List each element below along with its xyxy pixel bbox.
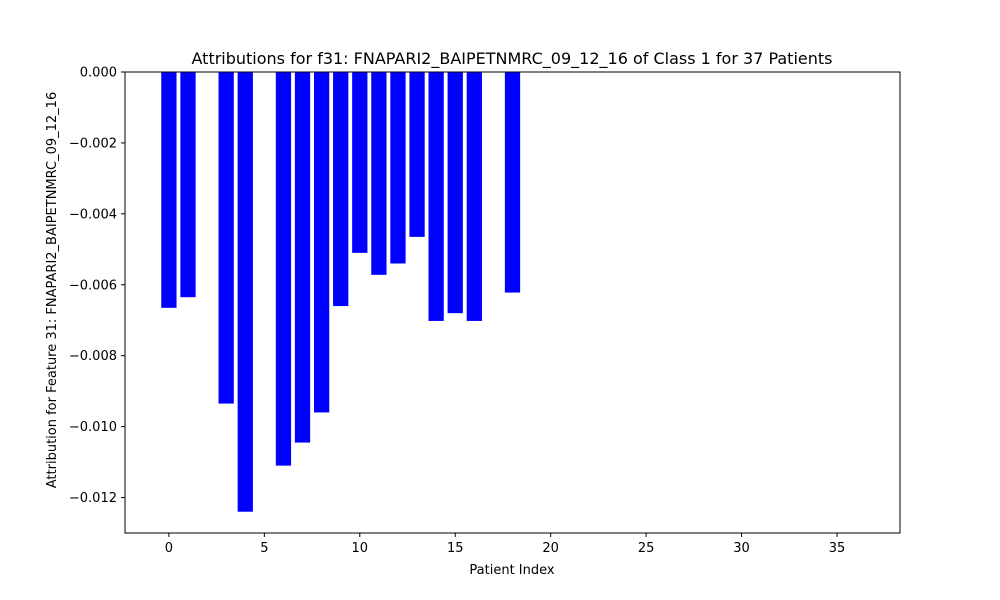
bar-patient-14 (428, 72, 444, 321)
bar-patient-11 (371, 72, 387, 275)
x-tick-label: 35 (829, 541, 846, 556)
x-tick-label: 0 (165, 541, 173, 556)
x-tick-label: 15 (447, 541, 464, 556)
y-axis-ticks: 0.000 −0.002 −0.004 −0.006 −0.008 −0.010 −0.01… (69, 66, 125, 506)
bar-patient-1 (180, 72, 196, 298)
x-axis-label: Patient Index (469, 563, 554, 578)
bar-patient-12 (390, 72, 406, 264)
bar-patient-16 (466, 72, 482, 321)
x-axis-ticks: 0 5 10 15 20 25 30 35 (165, 533, 846, 556)
x-tick-label: 5 (260, 541, 268, 556)
bar-patient-4 (237, 72, 253, 512)
x-tick-label: 10 (352, 541, 369, 556)
bars-group (161, 72, 521, 512)
x-tick-label: 20 (542, 541, 559, 556)
y-tick-label: 0.000 (80, 66, 117, 81)
bar-patient-6 (275, 72, 292, 466)
plot-area-frame (124, 71, 901, 534)
bar-patient-13 (409, 72, 425, 237)
bar-patient-0 (161, 72, 177, 308)
bar-patient-8 (313, 72, 330, 413)
chart-title: Attributions for f31: FNAPARI2_BAIPETNMR… (192, 49, 833, 69)
y-tick-label: −0.002 (69, 136, 117, 151)
y-tick-label: −0.008 (69, 349, 117, 364)
y-tick-label: −0.012 (69, 491, 117, 506)
bar-patient-18 (504, 72, 521, 293)
bar-patient-7 (294, 72, 311, 443)
bar-patient-10 (352, 72, 368, 253)
bar-patient-3 (218, 72, 234, 404)
y-tick-label: −0.004 (69, 207, 117, 222)
x-tick-label: 30 (733, 541, 750, 556)
y-tick-label: −0.006 (69, 278, 117, 293)
bar-patient-15 (447, 72, 463, 314)
y-tick-label: −0.010 (69, 420, 117, 435)
x-tick-label: 25 (638, 541, 655, 556)
bar-patient-9 (333, 72, 349, 307)
y-axis-label: Attribution for Feature 31: FNAPARI2_BAI… (45, 92, 60, 488)
